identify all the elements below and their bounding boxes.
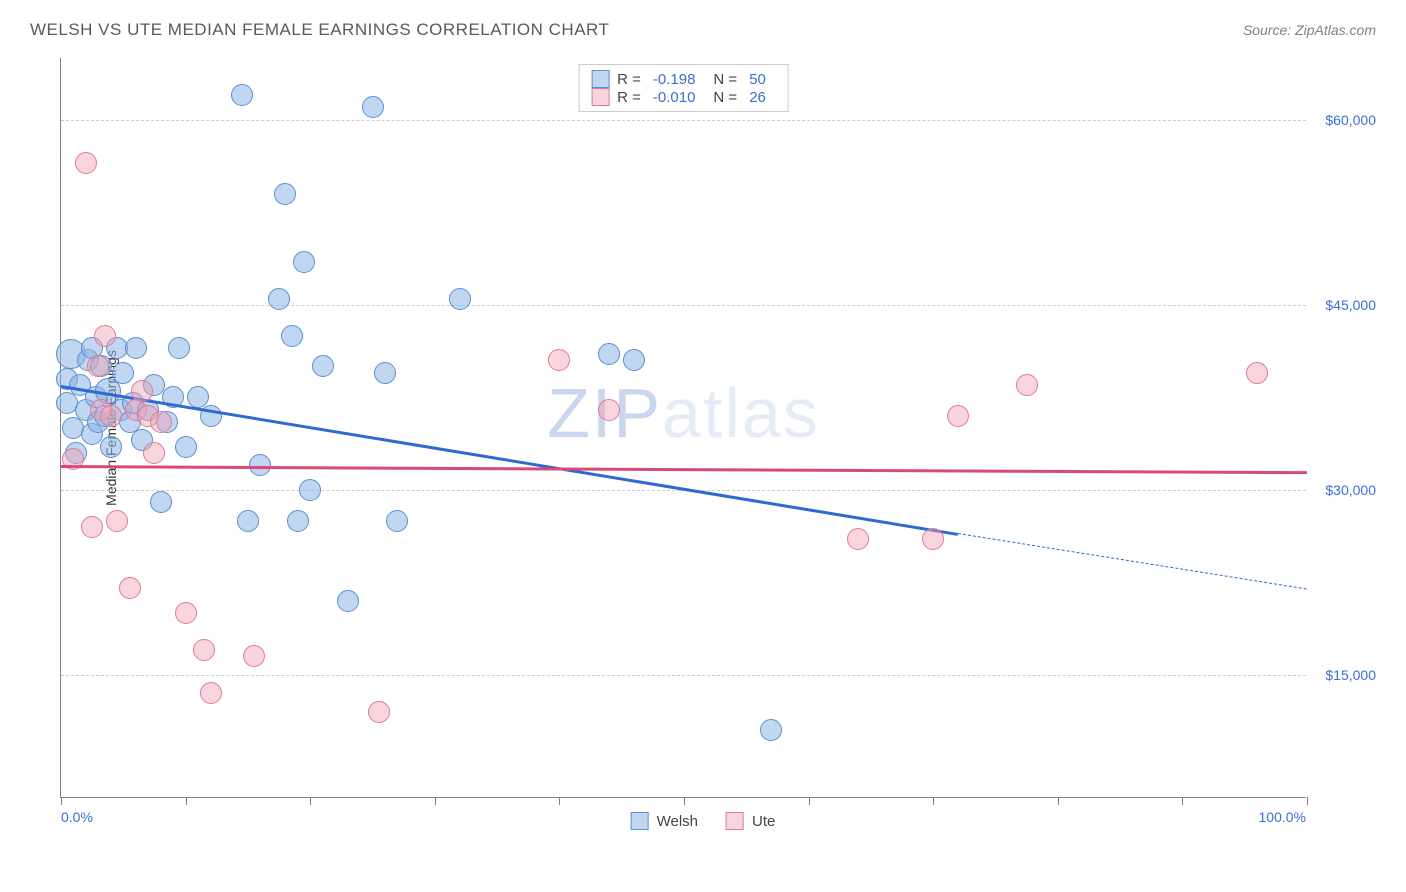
ute-point [1246,362,1268,384]
y-tick-label: $15,000 [1325,667,1376,683]
watermark: ZIPatlas [547,373,820,453]
welsh-point [337,590,359,612]
ute-point [150,411,172,433]
welsh-point [150,491,172,513]
welsh-point [598,343,620,365]
welsh-point [374,362,396,384]
ute-point [200,682,222,704]
x-tick [186,797,187,805]
swatch-blue-icon [591,70,609,88]
ute-point [87,355,109,377]
legend-stats-row-ute: R = -0.010 N = 26 [591,88,776,106]
x-tick [1182,797,1183,805]
y-tick-label: $30,000 [1325,482,1376,498]
x-axis-label-right: 100.0% [1259,809,1306,825]
ute-point [598,399,620,421]
x-tick [809,797,810,805]
ute-point [1016,374,1038,396]
gridline [61,675,1306,676]
welsh-point [112,362,134,384]
x-axis-label-left: 0.0% [61,809,93,825]
welsh-point [449,288,471,310]
x-tick [435,797,436,805]
x-tick [61,797,62,805]
trendline [61,465,1307,474]
legend-stats-row-welsh: R = -0.198 N = 50 [591,70,776,88]
swatch-pink-icon [591,88,609,106]
x-tick [1307,797,1308,805]
welsh-point [760,719,782,741]
legend-stats: R = -0.198 N = 50 R = -0.010 N = 26 [578,64,789,112]
ute-point [368,701,390,723]
legend-item-ute: Ute [726,812,775,830]
welsh-point [231,84,253,106]
x-tick [559,797,560,805]
ute-point [922,528,944,550]
trendline [958,533,1307,589]
x-tick [684,797,685,805]
chart-source: Source: ZipAtlas.com [1243,22,1376,38]
gridline [61,305,1306,306]
welsh-point [237,510,259,532]
ute-point [243,645,265,667]
x-tick [310,797,311,805]
ute-point [75,152,97,174]
swatch-pink-icon [726,812,744,830]
welsh-point [100,436,122,458]
ute-point [947,405,969,427]
legend-item-welsh: Welsh [631,812,698,830]
welsh-point [362,96,384,118]
y-tick-label: $45,000 [1325,297,1376,313]
ute-point [193,639,215,661]
welsh-point [287,510,309,532]
ute-point [548,349,570,371]
welsh-point [623,349,645,371]
ute-point [100,405,122,427]
plot-area: ZIPatlas Median Female Earnings 0.0% 100… [60,58,1306,798]
swatch-blue-icon [631,812,649,830]
ute-point [81,516,103,538]
x-tick [1058,797,1059,805]
ute-point [175,602,197,624]
ute-point [106,510,128,532]
ute-point [847,528,869,550]
chart-title: WELSH VS UTE MEDIAN FEMALE EARNINGS CORR… [30,20,609,40]
welsh-point [125,337,147,359]
ute-point [94,325,116,347]
welsh-point [274,183,296,205]
welsh-point [312,355,334,377]
x-tick [933,797,934,805]
welsh-point [293,251,315,273]
ute-point [131,380,153,402]
welsh-point [168,337,190,359]
welsh-point [268,288,290,310]
welsh-point [175,436,197,458]
trendline [61,385,959,535]
chart-header: WELSH VS UTE MEDIAN FEMALE EARNINGS CORR… [20,20,1386,40]
gridline [61,120,1306,121]
ute-point [143,442,165,464]
welsh-point [281,325,303,347]
ute-point [119,577,141,599]
welsh-point [299,479,321,501]
chart-container: ZIPatlas Median Female Earnings 0.0% 100… [20,48,1386,838]
legend-series: Welsh Ute [631,812,776,830]
welsh-point [386,510,408,532]
y-tick-label: $60,000 [1325,112,1376,128]
